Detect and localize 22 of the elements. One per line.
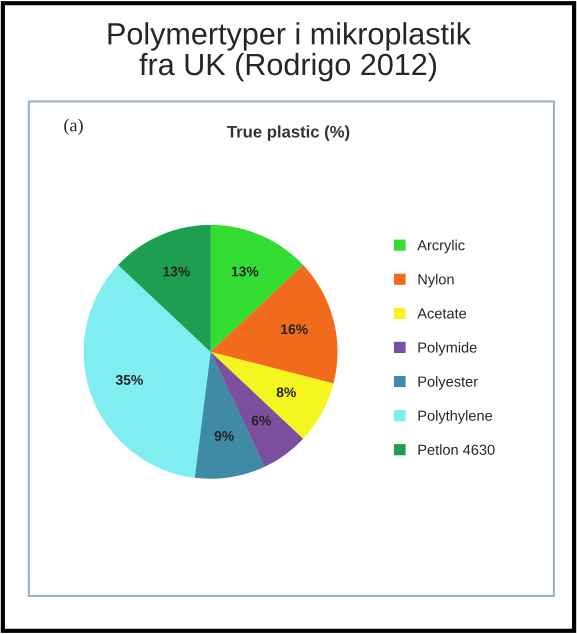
- legend-label: Polythylene: [418, 410, 492, 424]
- legend-label: Polymide: [418, 342, 477, 356]
- legend-label: Arcrylic: [417, 240, 465, 254]
- legend-label: Nylon: [418, 274, 454, 288]
- legend-label: Acetate: [417, 308, 466, 319]
- pie-slice: [210, 264, 338, 384]
- pie-slice: [118, 224, 211, 352]
- data-label: 6%: [252, 416, 272, 426]
- text: (a): [64, 118, 83, 135]
- pie-slice: [210, 352, 334, 439]
- chart-title: Polymertyper i mikroplastik fra UK (Rodrigo 2012): [108, 22, 472, 82]
- data-label: 13%: [232, 266, 258, 276]
- pie-slice: [84, 264, 211, 478]
- data-label: 35%: [116, 375, 143, 385]
- data-label: 9%: [214, 431, 234, 441]
- data-label: 13%: [163, 266, 190, 276]
- pie-slice: [210, 352, 304, 467]
- legend-label: Petlon 4630: [418, 444, 495, 455]
- data-label: 8%: [276, 387, 296, 398]
- legend-label: Polyester: [418, 376, 478, 390]
- chart-subtitle: True plastic (%): [227, 125, 350, 141]
- data-label: 16%: [281, 324, 308, 334]
